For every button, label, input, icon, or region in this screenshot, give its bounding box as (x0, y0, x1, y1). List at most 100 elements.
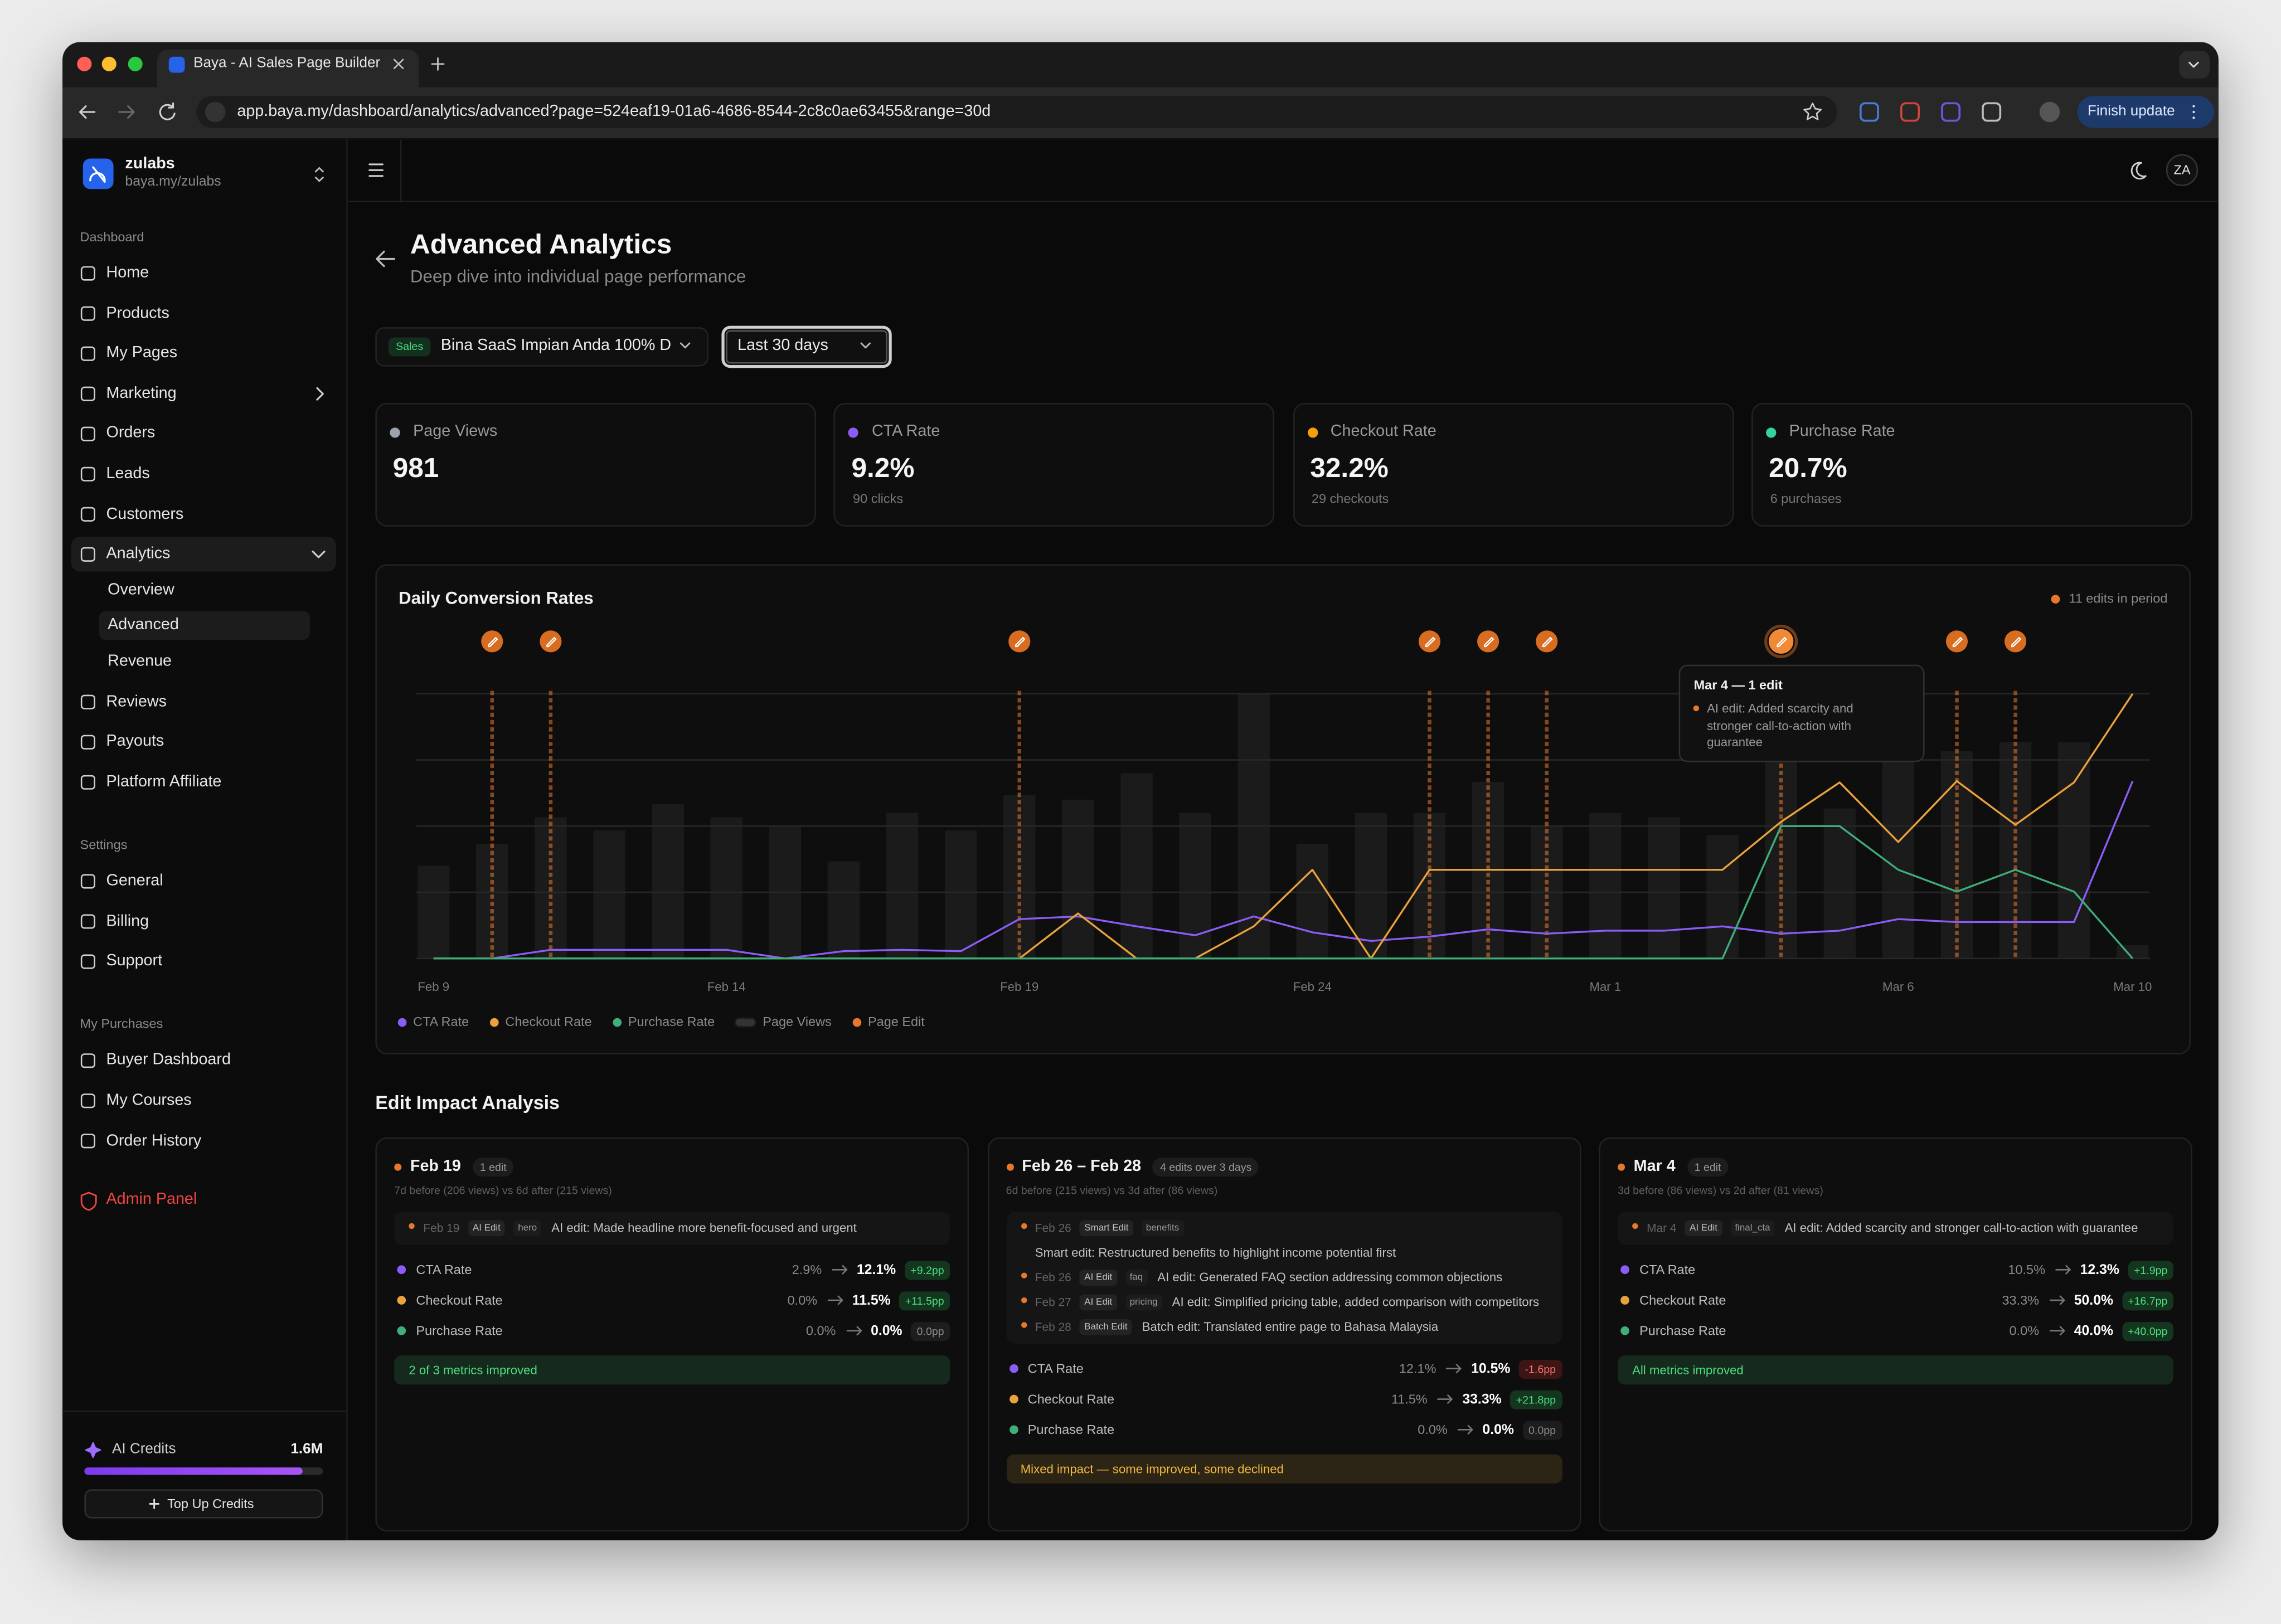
metric-change: +1.9pp (2128, 1260, 2173, 1280)
impact-card: Feb 19 1 edit 7d before (206 views) vs 6d … (375, 1137, 969, 1532)
metric-change: +40.0pp (2122, 1321, 2173, 1340)
edit-date: Feb 19 (423, 1222, 460, 1235)
legend-label: Page Views (763, 1014, 832, 1029)
metric-before: 10.5% (2008, 1262, 2045, 1277)
subnav-item[interactable]: Overview (108, 581, 174, 599)
edit-type: AI Edit (468, 1220, 505, 1237)
finish-update-label[interactable]: Finish update (2087, 103, 2175, 120)
topbar-separator (400, 139, 402, 202)
nav-item[interactable]: Billing (106, 912, 149, 930)
nav-item[interactable]: Products (106, 304, 169, 322)
metric-arrow-path (1458, 1424, 1474, 1435)
page-selector-label[interactable]: Bina SaaS Impian Anda 100% D (440, 337, 671, 354)
nav-item[interactable]: Payouts (106, 733, 164, 751)
edit-marker-icon (1952, 636, 1963, 648)
credits-fill (84, 1467, 303, 1475)
page-title: Advanced Analytics (410, 230, 672, 261)
nav-item[interactable]: My Pages (106, 344, 178, 362)
legend-swatch (734, 1017, 756, 1028)
page-views-bar (1589, 813, 1622, 959)
edit-row: Feb 27 AI Edit pricing AI edit: Simplified … (1020, 1290, 1547, 1315)
nav-item[interactable]: Leads (106, 465, 150, 483)
range-selector-label[interactable]: Last 30 days (737, 337, 828, 354)
nav-item[interactable]: Orders (106, 425, 156, 443)
edit-date: Feb 28 (1035, 1320, 1071, 1334)
x-tick-label: Feb 14 (707, 980, 746, 994)
page-subtitle: Deep dive into individual page performan… (410, 266, 746, 287)
avatar-initials: ZA (2173, 162, 2191, 177)
metric-arrow-path (827, 1295, 843, 1305)
page-views-bar (1179, 813, 1211, 959)
series-line (433, 825, 2134, 960)
finish-update-button[interactable] (2077, 96, 2214, 128)
edit-marker-icon (1542, 636, 1553, 648)
nav-item[interactable]: Customers (106, 505, 184, 523)
nav-item[interactable]: Marketing (106, 385, 177, 402)
metric-row: CTA Rate 12.1% 10.5% -1.6pp (1006, 1353, 1562, 1384)
page-views-bar (1120, 773, 1153, 959)
edits-box: Feb 19 AI Edit hero AI edit: Made headline … (394, 1211, 950, 1245)
url: app.baya.my/dashboard/analytics/advanced… (237, 103, 991, 120)
kpi-value: 9.2% (851, 454, 915, 485)
edit-marker-icon (546, 636, 557, 648)
nav-item[interactable]: Order History (106, 1131, 202, 1150)
tab-search[interactable] (2179, 51, 2210, 79)
edit-text: AI edit: Added scarcity and stronger cal… (1784, 1220, 2138, 1235)
edit-type: AI Edit (1685, 1220, 1722, 1237)
page-views-bar (710, 817, 742, 959)
edit-type: AI Edit (1080, 1294, 1117, 1311)
metric-name: Purchase Rate (416, 1323, 503, 1338)
kpi-dot (848, 426, 859, 437)
address-bar[interactable] (196, 96, 1838, 128)
edit-type: Smart Edit (1080, 1220, 1133, 1237)
edit-tag: faq (1125, 1270, 1148, 1286)
chart: Daily Conversion Rates 11 edits in period… (397, 588, 2167, 1029)
top-up-button[interactable] (84, 1489, 323, 1519)
top-up-label[interactable]: Top Up Credits (167, 1496, 254, 1511)
nav-item[interactable]: Buyer Dashboard (106, 1051, 231, 1069)
tab-favicon (168, 56, 185, 73)
impact-header: Feb 19 1 edit (394, 1157, 950, 1176)
subnav-item[interactable]: Advanced (108, 616, 179, 634)
legend-swatch (613, 1018, 622, 1027)
metric-dot (1620, 1265, 1629, 1275)
edit-text: AI edit: Generated FAQ section addressin… (1157, 1270, 1503, 1285)
tab[interactable] (157, 49, 419, 89)
nav-item[interactable]: Reviews (106, 693, 167, 711)
edit-marker-ring (1764, 624, 1798, 658)
metric-row: Purchase Rate 0.0% 40.0% +40.0pp (1618, 1315, 2173, 1346)
page-selector[interactable] (375, 327, 708, 367)
avatar[interactable] (2166, 154, 2199, 187)
impact-dot (1617, 1163, 1625, 1170)
metric-arrow (1437, 1394, 1453, 1404)
nav-item[interactable]: General (106, 872, 163, 890)
nav-item[interactable]: My Courses (106, 1091, 192, 1110)
legend-swatch (489, 1018, 499, 1027)
impact-dot (1006, 1163, 1013, 1170)
x-tick-label: Feb 9 (418, 980, 449, 994)
edit-marker-icon (488, 636, 498, 648)
nav-item[interactable]: Analytics (106, 545, 171, 563)
metric-after: 40.0% (2074, 1322, 2114, 1339)
metric-change: +16.7pp (2122, 1291, 2173, 1310)
page-views-bar (1296, 843, 1329, 959)
nav-item[interactable]: Platform Affiliate (106, 773, 222, 791)
edit-row: Feb 28 Batch Edit Batch edit: Translated e… (1020, 1315, 1547, 1339)
subnav-item[interactable]: Revenue (108, 652, 172, 670)
edits-box: Mar 4 AI Edit final_cta AI edit: Added scar… (1617, 1211, 2173, 1245)
impact-dot (394, 1163, 402, 1170)
nav-item[interactable]: Support (106, 952, 163, 970)
x-tick-label: Mar 1 (1589, 980, 1621, 994)
edits-box: Feb 26 Smart Edit benefits Smart edit: Rest… (1006, 1211, 1562, 1344)
metric-before: 0.0% (787, 1293, 818, 1308)
nav-item[interactable]: Home (106, 264, 149, 282)
page-views-bar (944, 830, 977, 959)
edit-meta: Feb 19 AI Edit hero (409, 1216, 542, 1241)
org-url: baya.my/zulabs (125, 173, 221, 190)
metric-arrow-path (1446, 1363, 1462, 1374)
sidebar-section-title: My Purchases (80, 1017, 163, 1032)
admin-panel-link[interactable]: Admin Panel (106, 1190, 197, 1208)
legend-swatch (397, 1018, 407, 1027)
tab-strip (62, 42, 2219, 89)
page-views-bar (417, 866, 450, 959)
